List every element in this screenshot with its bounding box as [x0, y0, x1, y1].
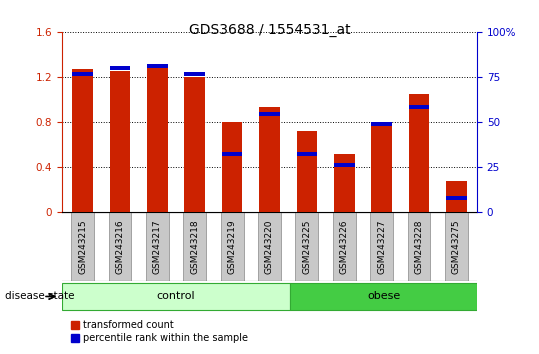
Bar [147, 66, 168, 212]
Bar [184, 77, 205, 212]
Text: obese: obese [367, 291, 400, 302]
Bar [409, 94, 430, 212]
Bar [72, 69, 93, 212]
Bar [371, 124, 392, 212]
Text: GSM243218: GSM243218 [190, 219, 199, 274]
Bar [259, 112, 280, 116]
FancyBboxPatch shape [258, 212, 281, 281]
Bar [446, 181, 467, 212]
FancyBboxPatch shape [108, 212, 132, 281]
FancyBboxPatch shape [295, 212, 319, 281]
Text: GSM243227: GSM243227 [377, 220, 386, 274]
Text: GSM243216: GSM243216 [115, 219, 125, 274]
Bar [184, 72, 205, 76]
FancyBboxPatch shape [370, 212, 393, 281]
Bar [296, 131, 317, 212]
Bar [72, 72, 93, 76]
Bar [334, 163, 355, 167]
Bar [334, 154, 355, 212]
FancyBboxPatch shape [220, 212, 244, 281]
FancyBboxPatch shape [146, 212, 169, 281]
Text: control: control [157, 291, 195, 302]
Text: GSM243219: GSM243219 [227, 219, 237, 274]
Text: GSM243228: GSM243228 [414, 220, 424, 274]
Legend: transformed count, percentile rank within the sample: transformed count, percentile rank withi… [67, 316, 252, 347]
Bar [147, 64, 168, 68]
Bar [109, 66, 130, 70]
Bar [371, 122, 392, 126]
Text: GSM243220: GSM243220 [265, 220, 274, 274]
Bar [446, 196, 467, 200]
Text: GSM243226: GSM243226 [340, 220, 349, 274]
Bar [222, 122, 243, 212]
Bar [296, 152, 317, 156]
FancyBboxPatch shape [333, 212, 356, 281]
FancyBboxPatch shape [183, 212, 206, 281]
Text: GSM243275: GSM243275 [452, 219, 461, 274]
Text: disease state: disease state [5, 291, 75, 302]
FancyBboxPatch shape [71, 212, 94, 281]
FancyBboxPatch shape [445, 212, 468, 281]
FancyBboxPatch shape [62, 283, 290, 310]
Text: GSM243225: GSM243225 [302, 220, 312, 274]
FancyBboxPatch shape [290, 283, 477, 310]
Bar [409, 105, 430, 109]
Bar [222, 152, 243, 156]
Text: GDS3688 / 1554531_at: GDS3688 / 1554531_at [189, 23, 350, 37]
Bar [259, 108, 280, 212]
Bar [109, 72, 130, 212]
Text: GSM243215: GSM243215 [78, 219, 87, 274]
Text: GSM243217: GSM243217 [153, 219, 162, 274]
FancyBboxPatch shape [407, 212, 431, 281]
